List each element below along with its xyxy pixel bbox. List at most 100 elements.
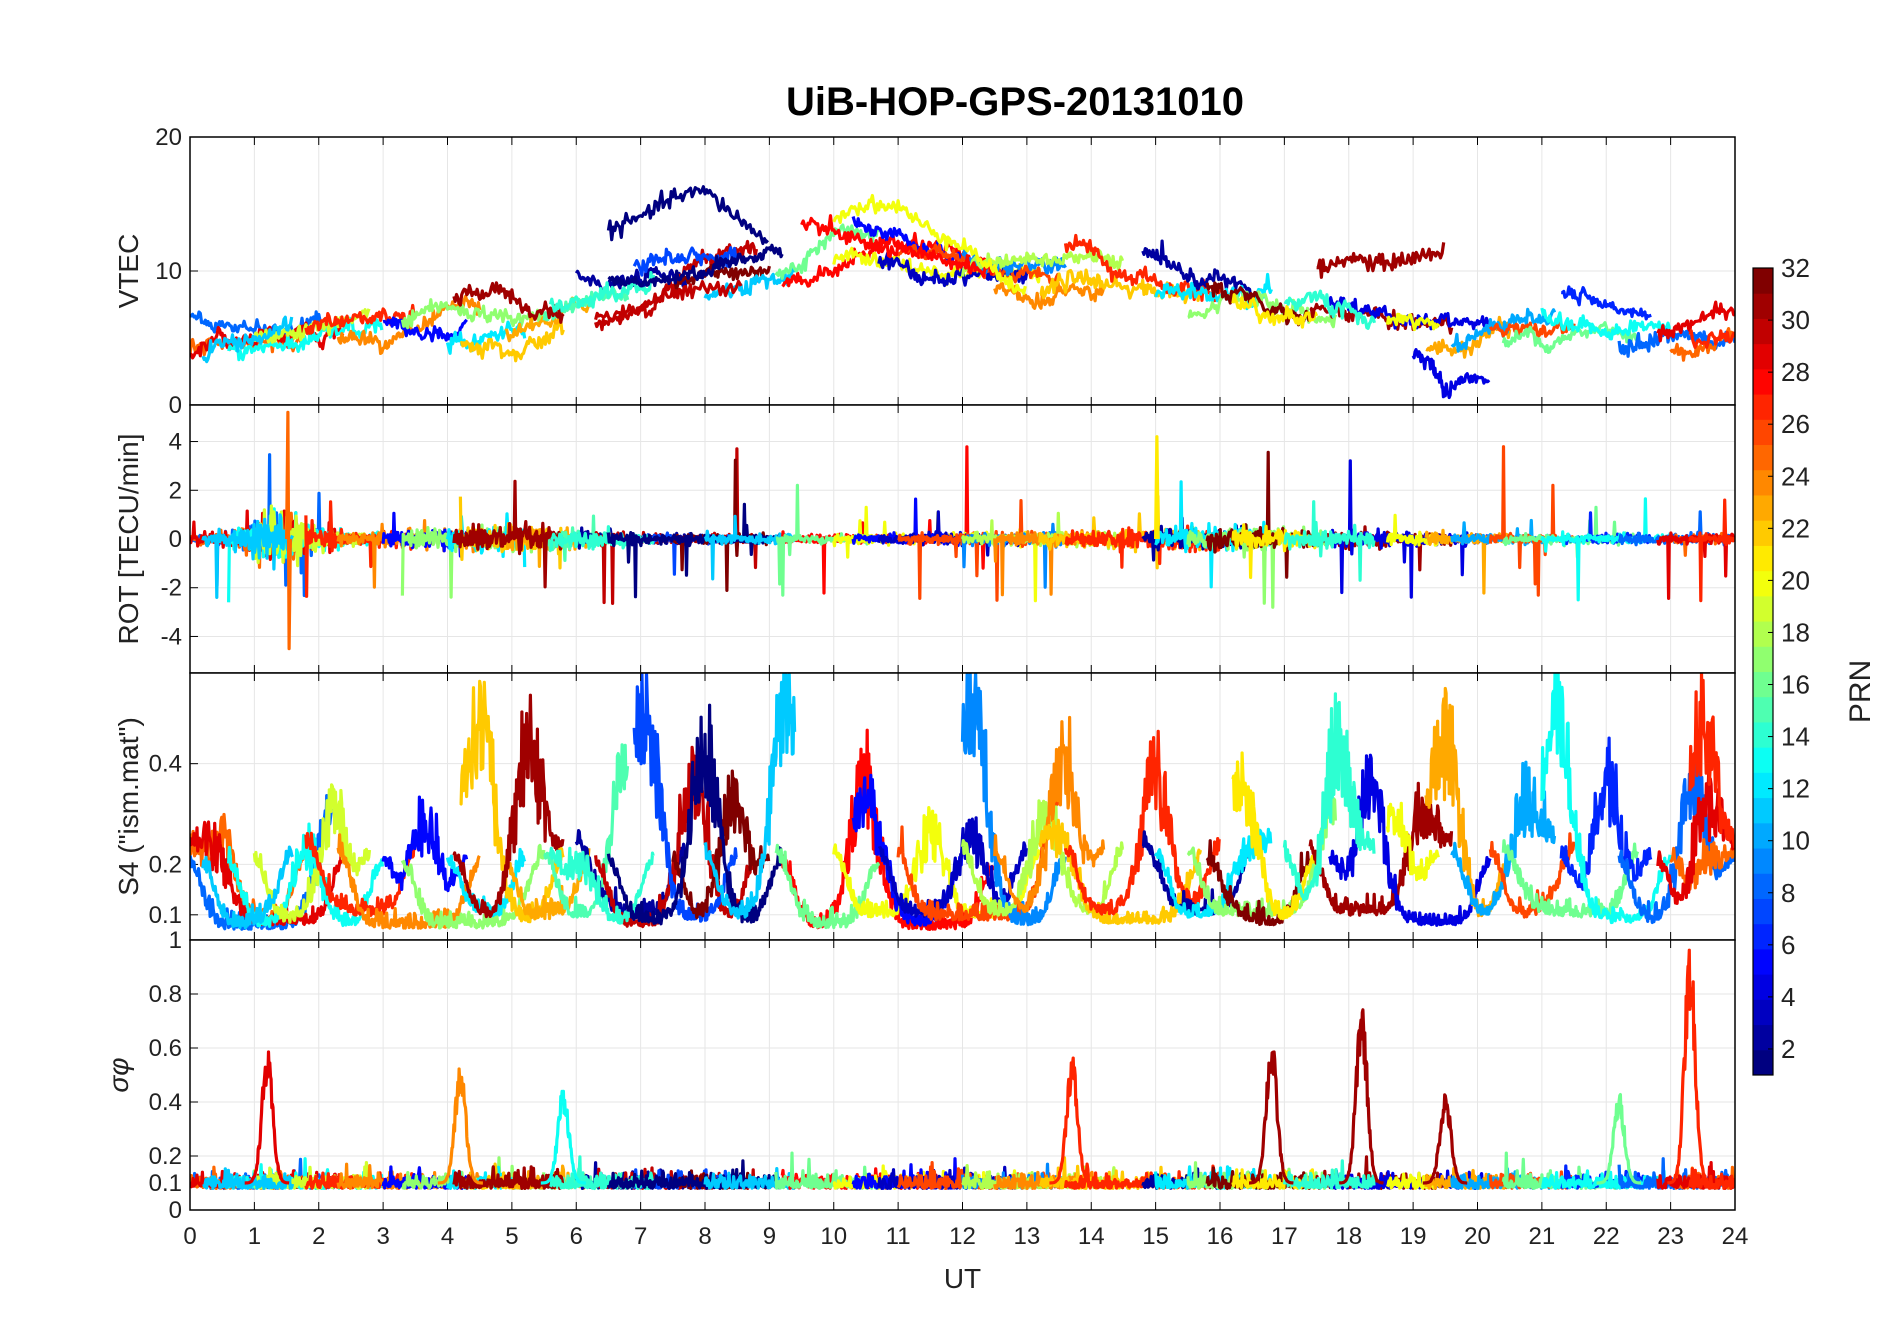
vtec-series [1141,239,1254,300]
vtec-series [227,316,384,362]
colorbar-tick-label: 18 [1781,617,1810,647]
sigma-series [452,1165,565,1190]
colorbar-segment [1753,772,1773,799]
x-tick-label: 11 [886,1223,911,1250]
colorbar-segment [1753,923,1773,950]
sigma-spike [1248,1050,1295,1185]
sigma-spike [436,1067,484,1185]
colorbar-tick-label: 20 [1781,565,1810,595]
vtec-series [460,319,565,363]
vtec-series [548,271,656,313]
x-tick-label: 16 [1207,1223,1234,1250]
s4-series [1656,771,1735,905]
x-tick-label: 24 [1722,1223,1749,1250]
colorbar-segment [1753,646,1773,672]
x-axis-label: UT [944,1263,981,1294]
s4-series [452,693,565,919]
s4-series [548,846,655,925]
colorbar-segment [1753,545,1773,572]
colorbar-tick-label: 14 [1781,722,1810,752]
colorbar-segment [1753,621,1773,647]
colorbar-segment [1753,822,1773,849]
x-tick-label: 12 [949,1223,976,1250]
x-tick-label: 8 [698,1223,711,1250]
colorbar-tick-label: 24 [1781,461,1810,491]
s4-series [1559,736,1653,891]
y-axis-label: VTEC [113,234,144,309]
s4-series [1501,839,1640,919]
colorbar-segment [1753,520,1773,546]
colorbar-segment [1753,469,1773,496]
colorbar-label: PRN [1844,660,1877,723]
vtec-series [1411,348,1491,400]
s4-series [1669,838,1735,891]
x-tick-label: 10 [820,1223,847,1250]
vtec-series [1560,285,1652,321]
panel-vtec: 0 10 20 VTEC [113,124,1736,419]
colorbar-tick-label: 30 [1781,305,1810,335]
colorbar-segment [1753,848,1773,874]
vtec-series [400,298,545,330]
x-tick-label: 18 [1335,1223,1362,1250]
s4-series [543,743,630,919]
vtec-series [1316,242,1446,279]
colorbar-tick-label: 26 [1781,409,1810,439]
colorbar-tick-label: 8 [1781,878,1795,908]
y-tick-label: 0 [169,392,182,419]
colorbar-tick-label: 32 [1781,253,1810,283]
vtec-series [1656,300,1735,343]
colorbar-tick-label: 6 [1781,930,1795,960]
colorbar-segment [1753,873,1773,899]
y-tick-label: 0 [169,526,182,553]
x-tick-label: 15 [1142,1223,1169,1250]
vtec-series [1540,307,1671,341]
y-axis-label: σφ [103,1057,134,1092]
vtec-series [607,243,784,288]
sigma-spike [1666,948,1713,1185]
y-tick-label: 4 [169,429,182,456]
x-tick-label: 3 [376,1223,389,1250]
panel-s4: 0.1 0.2 0.4S4 ("ism.mat") [113,672,1736,941]
vtec-series [1063,233,1222,303]
colorbar-segment [1753,747,1773,773]
s4-series [1617,747,1735,925]
s4-series [703,673,797,920]
vtec-series [1283,289,1377,330]
y-tick-label: 1 [169,927,182,954]
colorbar-segment [1753,570,1773,597]
sigma-series [1282,1159,1376,1190]
x-tick-label: 21 [1529,1223,1556,1250]
colorbar-frame [1752,267,1774,1076]
y-tick-label: -4 [161,623,182,650]
sigma-spike [1595,1093,1642,1185]
sigma-series [1688,1167,1735,1190]
s4-series [632,673,738,923]
s4-series [606,703,784,926]
x-tick-label: 9 [763,1223,776,1250]
s4-series [304,831,417,917]
s4-series [381,795,469,893]
x-tick-label: 0 [183,1223,196,1250]
colorbar-segment [1753,595,1773,622]
s4-series [1450,760,1557,916]
colorbar-tick-label: 16 [1781,670,1810,700]
colorbar-segment [1753,293,1773,319]
y-axis-label: ROT [TECU/min] [113,433,144,644]
x-tick-label: 4 [441,1223,454,1250]
colorbar-tick-label: 12 [1781,774,1810,804]
vtec-series [452,281,565,324]
s4-series [503,848,591,921]
y-tick-label: 0.6 [149,1035,182,1062]
y-tick-label: 20 [155,124,182,151]
s4-series [459,679,565,924]
x-tick-label: 23 [1657,1223,1684,1250]
x-tick-label: 22 [1593,1223,1620,1250]
colorbar-tick-label: 10 [1781,826,1810,856]
vtec-series [774,223,881,280]
vtec-series [201,315,294,364]
sigma-spike [243,1050,291,1185]
y-tick-label: 0.1 [149,902,182,929]
rot-series [1688,498,1735,603]
